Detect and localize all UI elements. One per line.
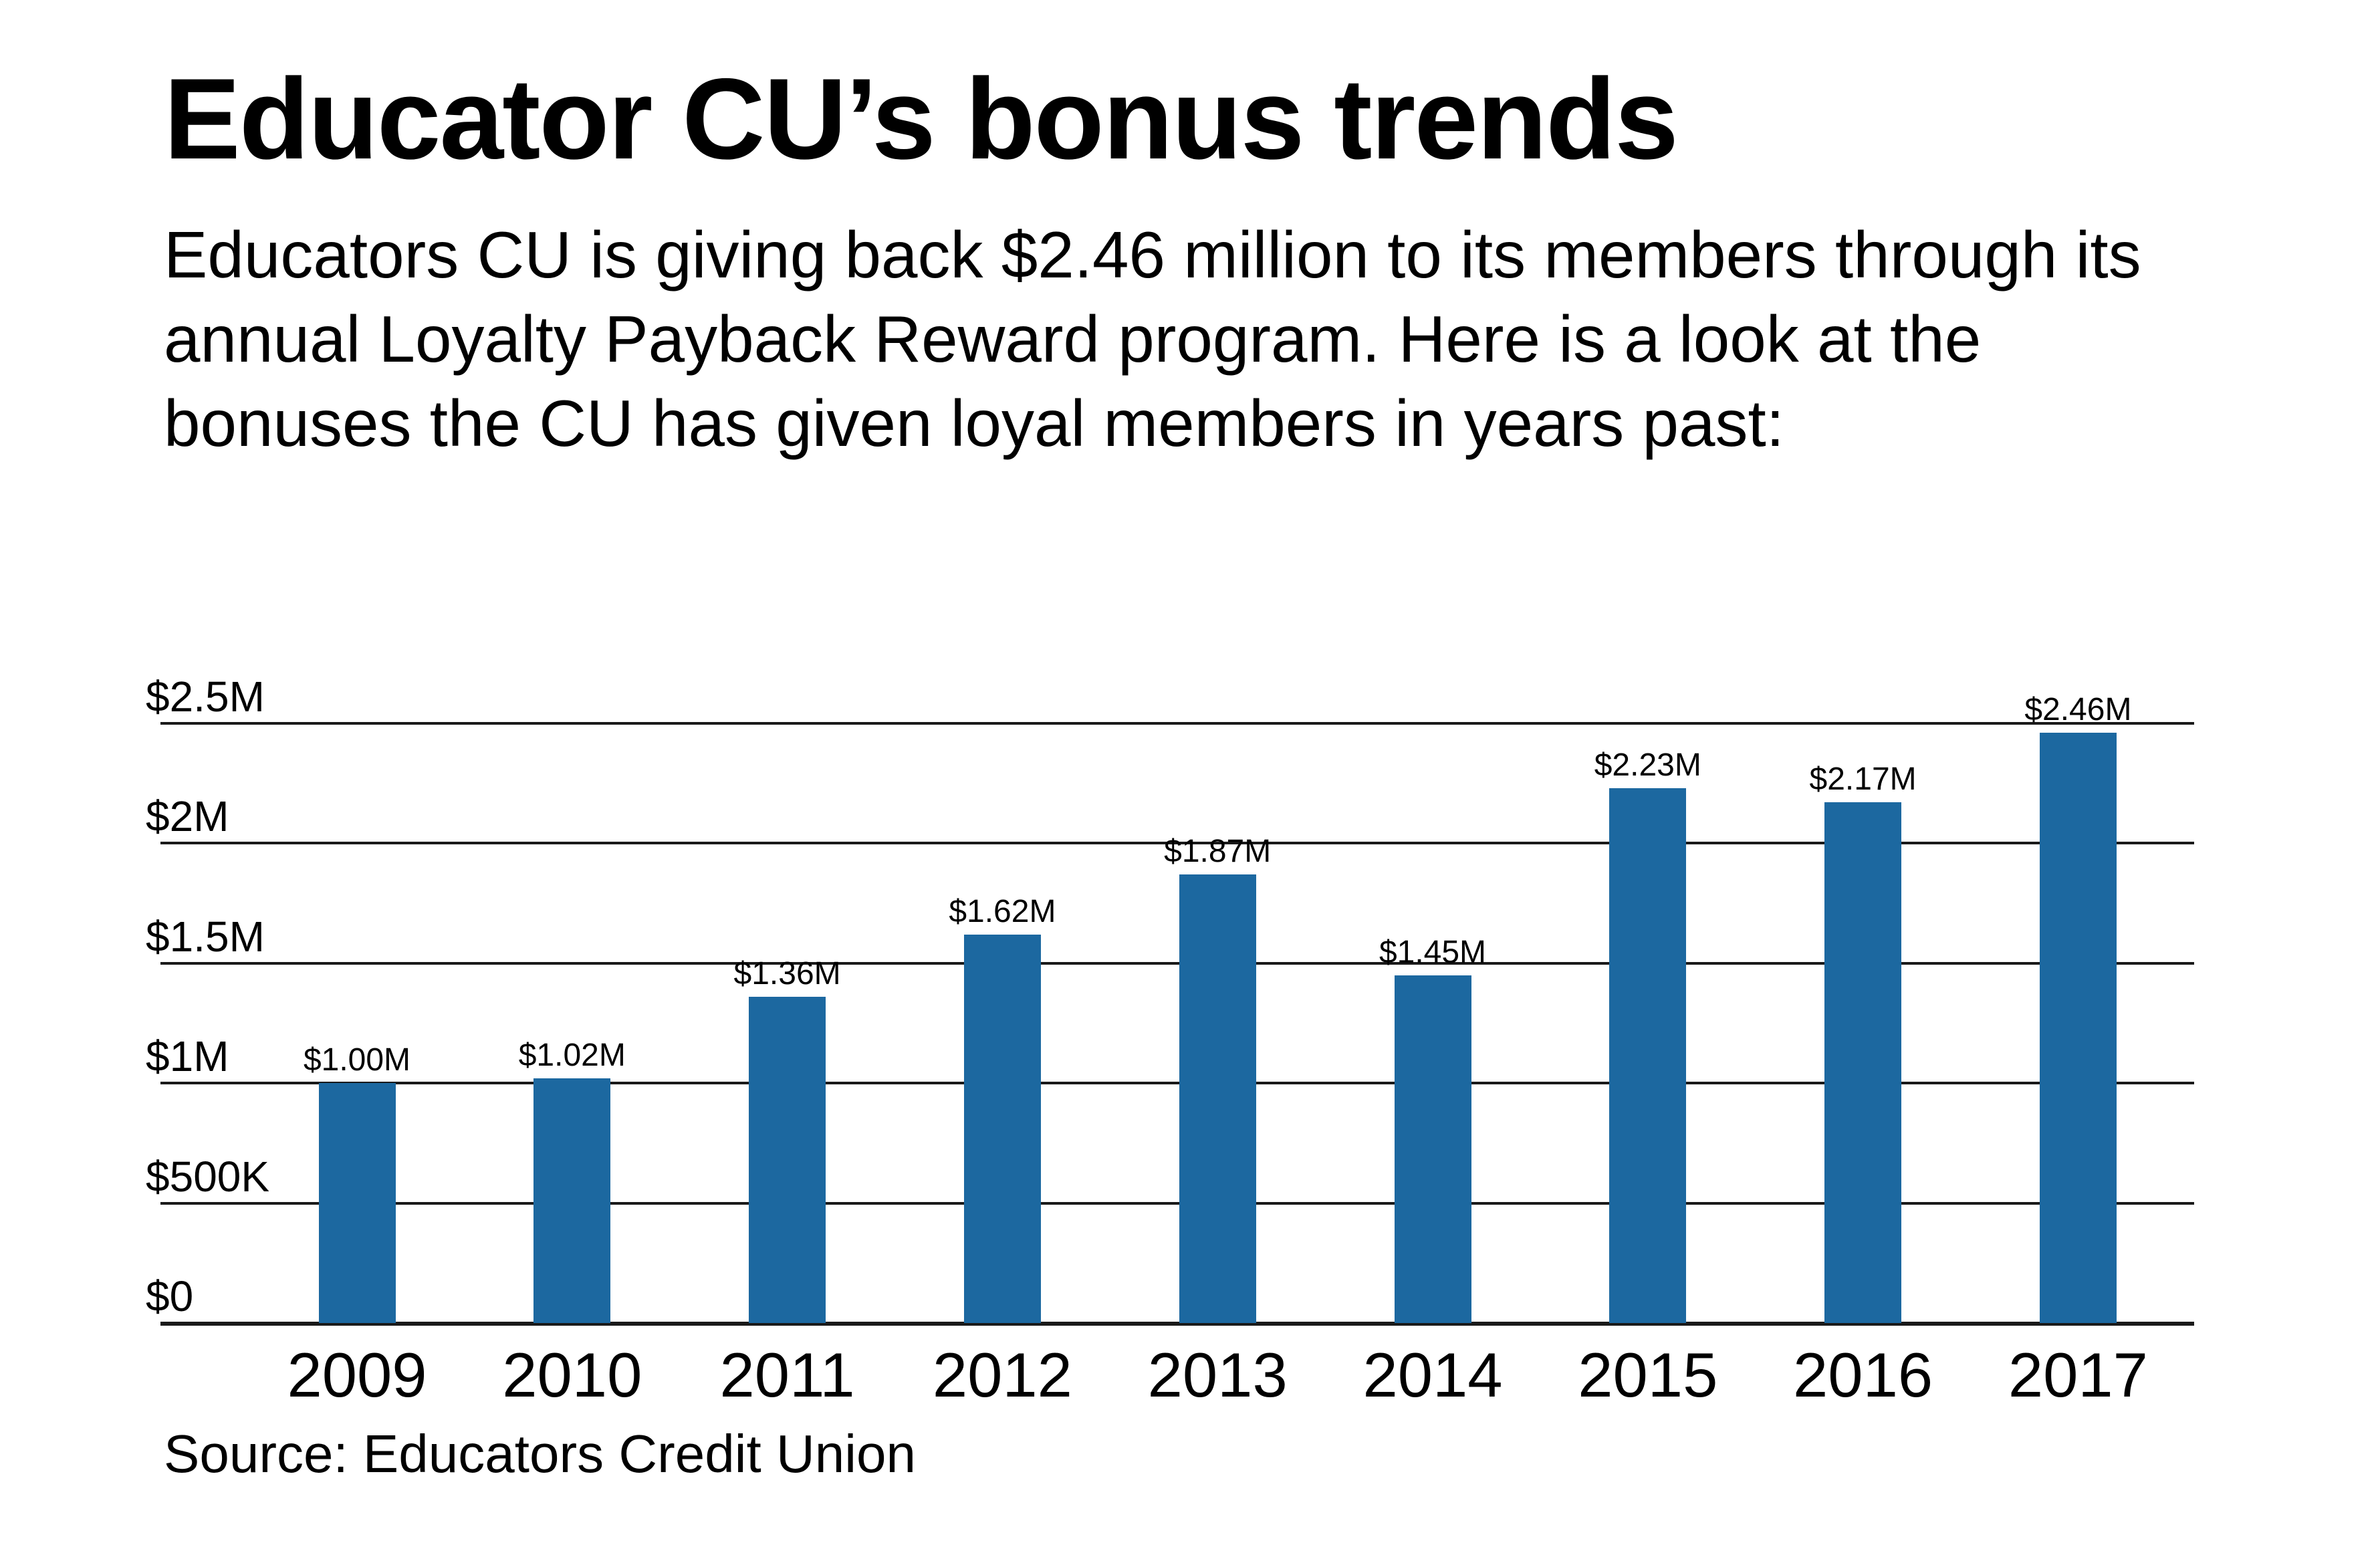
x-tick-label: 2009	[287, 1340, 427, 1410]
gridline	[160, 842, 2194, 845]
data-label: $1.00M	[303, 1042, 411, 1078]
gridline	[160, 961, 2194, 965]
x-tick-label: 2013	[1147, 1340, 1288, 1410]
data-label: $1.45M	[1379, 934, 1487, 970]
gridline	[160, 1201, 2194, 1205]
bar-2014	[1394, 975, 1471, 1323]
data-label: $2.23M	[1594, 747, 1701, 783]
bar-2015	[1609, 788, 1687, 1323]
gridline	[160, 1082, 2194, 1085]
bar-2010	[533, 1078, 611, 1323]
bar-2016	[1824, 802, 1902, 1323]
y-tick-label: $2M	[146, 792, 229, 841]
y-tick-label: $2.5M	[146, 673, 265, 721]
y-tick-label: $500K	[146, 1152, 270, 1201]
data-label: $2.17M	[1809, 761, 1917, 798]
chart-subtitle: Educators CU is giving back $2.46 millio…	[164, 218, 2141, 460]
bar-2011	[749, 997, 826, 1323]
data-label: $1.62M	[949, 893, 1056, 929]
gridline	[160, 722, 2194, 725]
y-tick-label: $1.5M	[146, 912, 265, 961]
x-tick-label: 2014	[1362, 1340, 1503, 1410]
source-note: Source: Educators Credit Union	[164, 1424, 916, 1483]
chart-title: Educator CU’s bonus trends	[164, 55, 1679, 183]
bar-2009	[318, 1083, 396, 1323]
bar-2017	[2039, 733, 2117, 1323]
bar-2012	[963, 934, 1041, 1323]
bar-2013	[1179, 874, 1256, 1323]
x-tick-label: 2011	[719, 1340, 855, 1410]
x-tick-label: 2010	[502, 1340, 642, 1410]
x-axis-baseline	[160, 1322, 2194, 1326]
x-tick-label: 2017	[2008, 1340, 2148, 1410]
data-label: $2.46M	[2024, 692, 2132, 728]
x-tick-label: 2012	[932, 1340, 1072, 1410]
data-label: $1.36M	[733, 956, 841, 992]
data-label: $1.02M	[518, 1038, 626, 1074]
x-tick-label: 2016	[1793, 1340, 1933, 1410]
y-tick-label: $1M	[146, 1032, 229, 1081]
y-tick-label: $0	[146, 1272, 194, 1320]
data-label: $1.87M	[1164, 834, 1272, 870]
x-tick-label: 2015	[1578, 1340, 1718, 1410]
